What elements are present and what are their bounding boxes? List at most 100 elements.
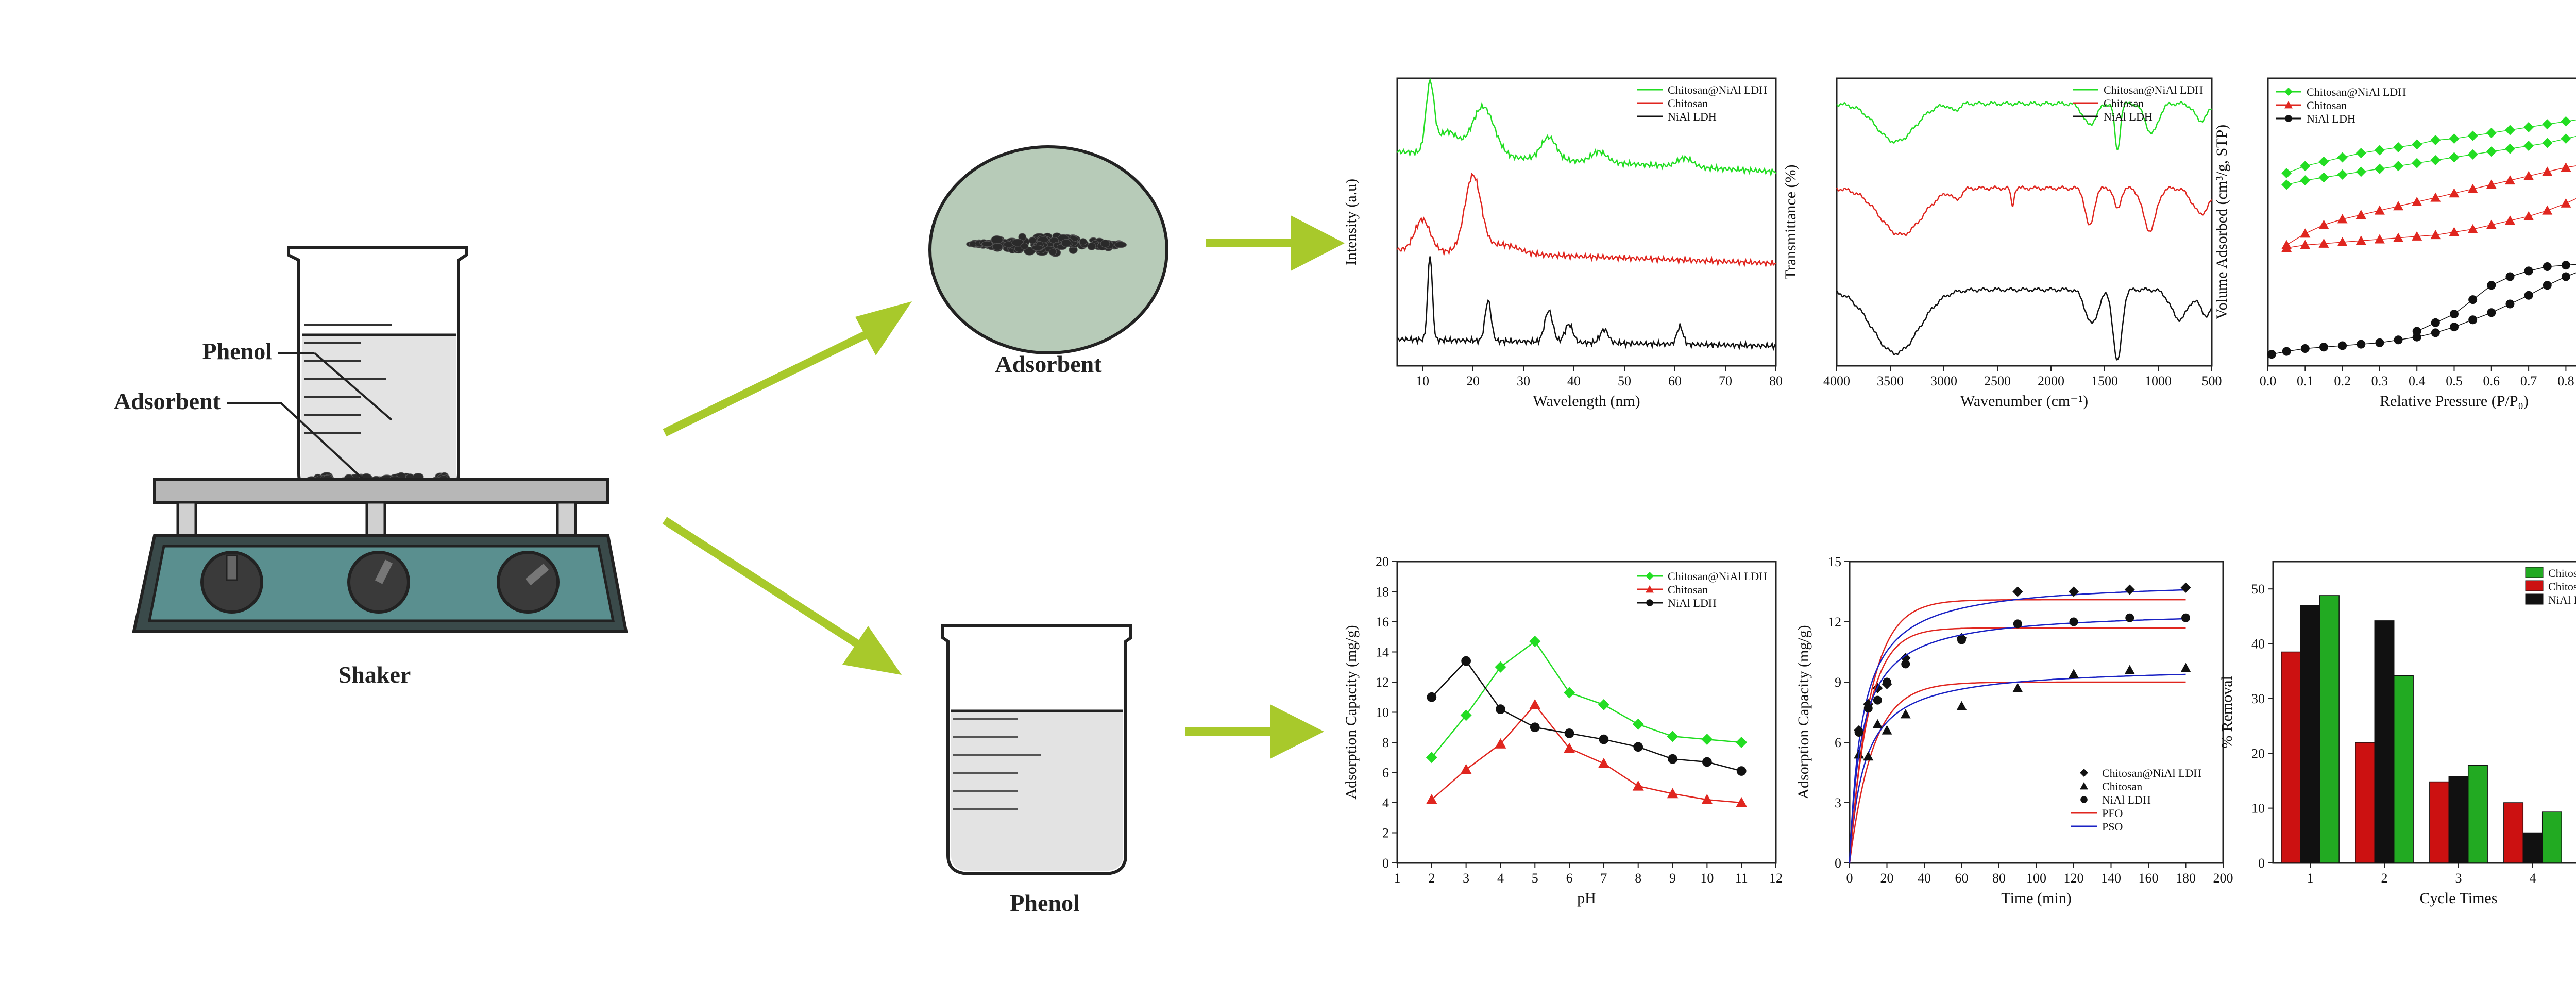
x-tick-label: 0.4 bbox=[2409, 374, 2426, 388]
legend-label: Chitosan@NiAl LDH bbox=[1668, 83, 1767, 96]
y-axis-label: Transmittance (%) bbox=[1782, 164, 1799, 279]
data-point bbox=[1957, 635, 1966, 644]
data-point bbox=[2467, 149, 2478, 160]
data-point bbox=[2486, 128, 2497, 139]
legend-label: NiAl LDH bbox=[2548, 593, 2576, 606]
data-point bbox=[1632, 718, 1644, 730]
data-point bbox=[2431, 318, 2440, 327]
data-point bbox=[2412, 196, 2422, 206]
x-tick-label: 60 bbox=[1668, 374, 1682, 388]
data-point bbox=[2394, 335, 2403, 345]
data-point bbox=[1598, 757, 1609, 768]
particle bbox=[1079, 238, 1088, 246]
isotherm-adsorption bbox=[2286, 198, 2576, 248]
isotherm-desorption bbox=[2416, 264, 2576, 332]
x-tick-label: 1 bbox=[1394, 871, 1401, 886]
data-point bbox=[2504, 175, 2515, 185]
legend-marker bbox=[1646, 585, 1654, 593]
data-point bbox=[2300, 240, 2311, 249]
series-line-chitosan bbox=[1397, 172, 1776, 268]
legend-label: Chitosan bbox=[1668, 97, 1708, 110]
data-point bbox=[1564, 742, 1575, 753]
data-point bbox=[2486, 146, 2497, 157]
data-point bbox=[2300, 161, 2311, 172]
phenol-caption: Phenol bbox=[1010, 890, 1079, 916]
x-tick-label: 7 bbox=[1600, 871, 1607, 886]
particle bbox=[981, 241, 993, 247]
data-point bbox=[2449, 152, 2460, 163]
y-axis-label: Adsorption Capacity (mg/g) bbox=[1343, 625, 1360, 799]
data-point bbox=[2430, 192, 2441, 202]
legend-marker bbox=[2284, 101, 2293, 109]
y-axis-label: Adsorption Capacity (mg/g) bbox=[1795, 625, 1812, 799]
data-point bbox=[1598, 699, 1609, 710]
phenol-solution-beaker: Phenol bbox=[941, 624, 1132, 916]
particle bbox=[1114, 241, 1127, 248]
x-tick-label: 9 bbox=[1669, 871, 1676, 886]
data-point bbox=[2318, 219, 2329, 229]
ftir-chart: Wavenumber (cm⁻¹) Transmittance (%) 4000 35… bbox=[1782, 77, 2222, 410]
data-point bbox=[2124, 584, 2135, 595]
data-point bbox=[1564, 687, 1575, 699]
data-point bbox=[2355, 210, 2366, 219]
shaker-label: Shaker bbox=[338, 661, 411, 688]
legend-label: NiAl LDH bbox=[1668, 110, 1717, 123]
data-point bbox=[2318, 156, 2329, 167]
data-point bbox=[2337, 169, 2348, 180]
x-tick-label: 2500 bbox=[1984, 374, 2011, 388]
data-point bbox=[2393, 201, 2404, 211]
x-tick-label: 3000 bbox=[1930, 374, 1957, 388]
data-point bbox=[1872, 719, 1883, 728]
data-point bbox=[1701, 794, 1713, 804]
series-line bbox=[1431, 640, 1742, 758]
x-tick-label: 11 bbox=[1735, 871, 1748, 886]
data-point bbox=[2393, 142, 2404, 152]
particle bbox=[1061, 239, 1072, 247]
adsorbent-caption: Adsorbent bbox=[995, 351, 1102, 377]
arrow-phenol-to-adsorption-charts bbox=[1185, 704, 1324, 759]
data-point bbox=[2561, 162, 2571, 172]
data-point bbox=[2561, 261, 2570, 270]
y-tick-label: 30 bbox=[2251, 691, 2265, 706]
x-tick-label: 0.5 bbox=[2446, 374, 2463, 388]
adsorbent-particles bbox=[966, 232, 1127, 257]
legend-label: Chitosan@NiAl LDH bbox=[2548, 567, 2576, 580]
data-point bbox=[2504, 125, 2515, 135]
particle bbox=[1011, 239, 1024, 247]
x-tick-label: 40 bbox=[1567, 374, 1581, 388]
data-point bbox=[2180, 582, 2191, 593]
data-point bbox=[1461, 656, 1471, 666]
x-axis-label: Cycle Times bbox=[2420, 890, 2498, 907]
legend-marker bbox=[2080, 796, 2088, 803]
particle bbox=[1100, 239, 1110, 248]
y-tick-label: 4 bbox=[1382, 795, 1389, 810]
x-tick-label: 1000 bbox=[2145, 374, 2172, 388]
data-point bbox=[1426, 752, 1437, 764]
phenol-beaker-on-shaker bbox=[287, 246, 468, 494]
bar-nial-ldh bbox=[2374, 620, 2395, 863]
x-tick-label: 5 bbox=[1532, 871, 1538, 886]
data-point bbox=[1956, 701, 1967, 710]
data-point bbox=[1900, 709, 1911, 719]
data-point bbox=[2542, 166, 2553, 176]
data-point bbox=[2374, 145, 2385, 156]
bet-isotherm-chart: Relative Pressure (P/P₀) Volume Adsorbed … bbox=[2213, 77, 2576, 410]
x-tick-label: 3 bbox=[2455, 871, 2462, 886]
bar-nial-ldh bbox=[2448, 776, 2469, 863]
x-tick-label: 40 bbox=[1918, 871, 1931, 886]
x-tick-label: 0.1 bbox=[2297, 374, 2314, 388]
x-tick-label: 200 bbox=[2213, 871, 2233, 886]
legend-label: Chitosan@NiAl LDH bbox=[1668, 570, 1767, 583]
x-tick-label: 2 bbox=[2381, 871, 2388, 886]
legend-marker bbox=[1646, 572, 1654, 580]
legend-label: NiAl LDH bbox=[1668, 597, 1717, 609]
data-point bbox=[2524, 291, 2533, 300]
data-point bbox=[2524, 266, 2533, 276]
y-tick-label: 16 bbox=[1376, 615, 1389, 630]
series-line-chitosan bbox=[1836, 185, 2212, 236]
legend-label: Chitosan@NiAl LDH bbox=[2104, 83, 2203, 96]
x-tick-label: 10 bbox=[1700, 871, 1714, 886]
adsorbent-label: Adsorbent bbox=[114, 388, 221, 414]
x-tick-label: 80 bbox=[1992, 871, 2006, 886]
